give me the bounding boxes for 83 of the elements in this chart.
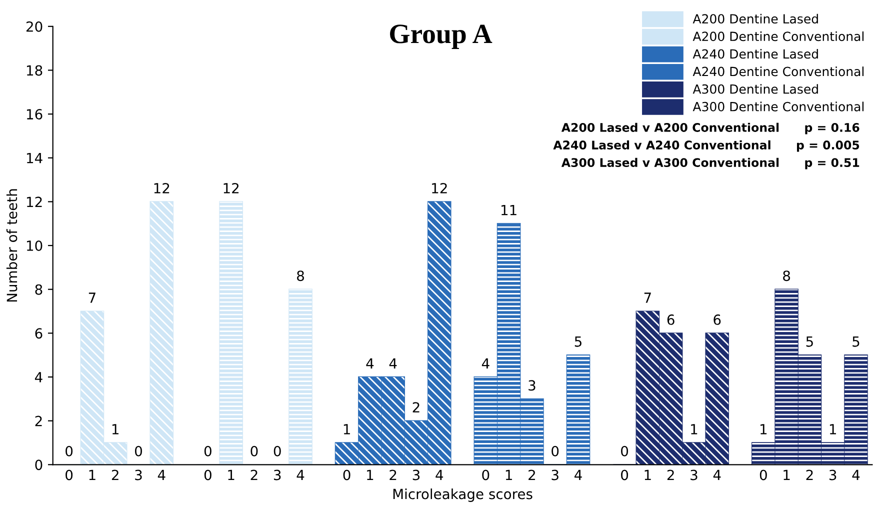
data-label: 12 [432,182,447,194]
x-tick-label: 4 [852,470,860,480]
data-label: 0 [250,446,258,456]
data-label: 5 [852,336,860,347]
data-label: 8 [297,270,304,282]
x-tick-label: 0 [482,470,490,480]
x-tick-label: 4 [158,470,166,480]
x-tick-label: 1 [367,470,374,480]
data-label: 4 [482,358,490,369]
data-label: 2 [412,402,420,412]
data-label: 0 [621,446,628,456]
data-label: 12 [224,182,239,194]
x-tick-label: 2 [112,470,118,480]
data-label: 0 [204,446,212,456]
x-tick-label: 1 [506,470,512,480]
legend-label: A240 Dentine Conventional [692,66,864,76]
x-tick-label: 2 [667,470,674,480]
data-label: 0 [274,446,281,456]
x-tick-label: 2 [250,470,258,480]
y-tick-label: 14 [26,153,42,164]
y-axis-title: Number of teeth [6,189,18,302]
x-tick-label: 4 [574,470,582,480]
x-tick-label: 3 [829,470,836,480]
x-tick-label: 1 [89,470,96,480]
data-label: 1 [112,424,118,434]
data-label: 6 [714,314,721,325]
data-label: 4 [366,358,374,369]
x-tick-label: 0 [343,470,350,480]
legend-label: A300 Dentine Conventional [692,102,864,112]
x-tick-label: 3 [690,470,698,480]
x-tick-label: 0 [204,470,212,480]
data-label: 6 [667,314,674,325]
y-tick-label: 2 [35,416,42,426]
y-tick-label: 20 [26,21,42,32]
data-label: 1 [691,424,698,434]
y-tick-label: 16 [26,109,42,120]
x-tick-label: 3 [274,470,281,480]
x-tick-label: 2 [528,470,535,480]
x-axis-title: Microleakage scores [393,488,532,502]
data-label: 4 [389,358,397,369]
x-tick-label: 0 [760,470,767,480]
data-label: 1 [760,424,767,434]
x-tick-label: 0 [621,470,628,480]
legend-label: A200 Dentine Lased [692,14,818,24]
data-label: 7 [644,292,651,303]
x-tick-label: 4 [296,470,304,480]
y-tick-label: 6 [35,328,42,339]
data-label: 11 [502,205,516,216]
x-tick-label: 2 [390,470,396,480]
annotation: A200 Lased v A200 Conventional p = 0.16 [561,122,860,134]
x-tick-label: 1 [644,470,651,480]
y-tick-label: 18 [26,65,42,76]
legend-label: A300 Dentine Lased [692,84,818,94]
x-tick-label: 4 [436,470,444,480]
data-label: 0 [552,446,559,456]
annotation: A300 Lased v A300 Conventional p = 0.51 [561,158,860,170]
x-tick-label: 2 [806,470,813,480]
data-label: 3 [528,380,536,391]
x-tick-label: 3 [412,470,420,480]
y-tick-label: 4 [34,372,42,382]
data-label: 5 [574,336,582,347]
x-tick-label: 3 [135,470,142,480]
annotation: A240 Lased v A240 Conventional p = 0.005 [553,140,860,152]
x-tick-label: 1 [784,470,790,480]
y-tick-label: 0 [35,460,42,470]
y-tick-label: 10 [26,240,42,251]
y-tick-label: 12 [26,196,42,207]
x-tick-label: 4 [713,470,721,480]
legend-label: A240 Dentine Lased [692,48,818,59]
data-label: 5 [806,336,813,347]
data-label: 12 [154,182,170,194]
x-tick-label: 3 [552,470,558,480]
data-label: 1 [344,424,350,434]
legend-label: A200 Dentine Conventional [692,31,864,42]
data-label: 8 [783,270,790,282]
data-label: 0 [134,446,142,456]
x-tick-label: 0 [66,470,73,480]
y-tick-label: 8 [35,284,42,295]
x-tick-label: 1 [228,470,234,480]
data-label: 1 [830,424,836,434]
chart-title: Group A [390,24,492,49]
data-label: 7 [88,292,96,303]
data-label: 0 [66,446,73,456]
